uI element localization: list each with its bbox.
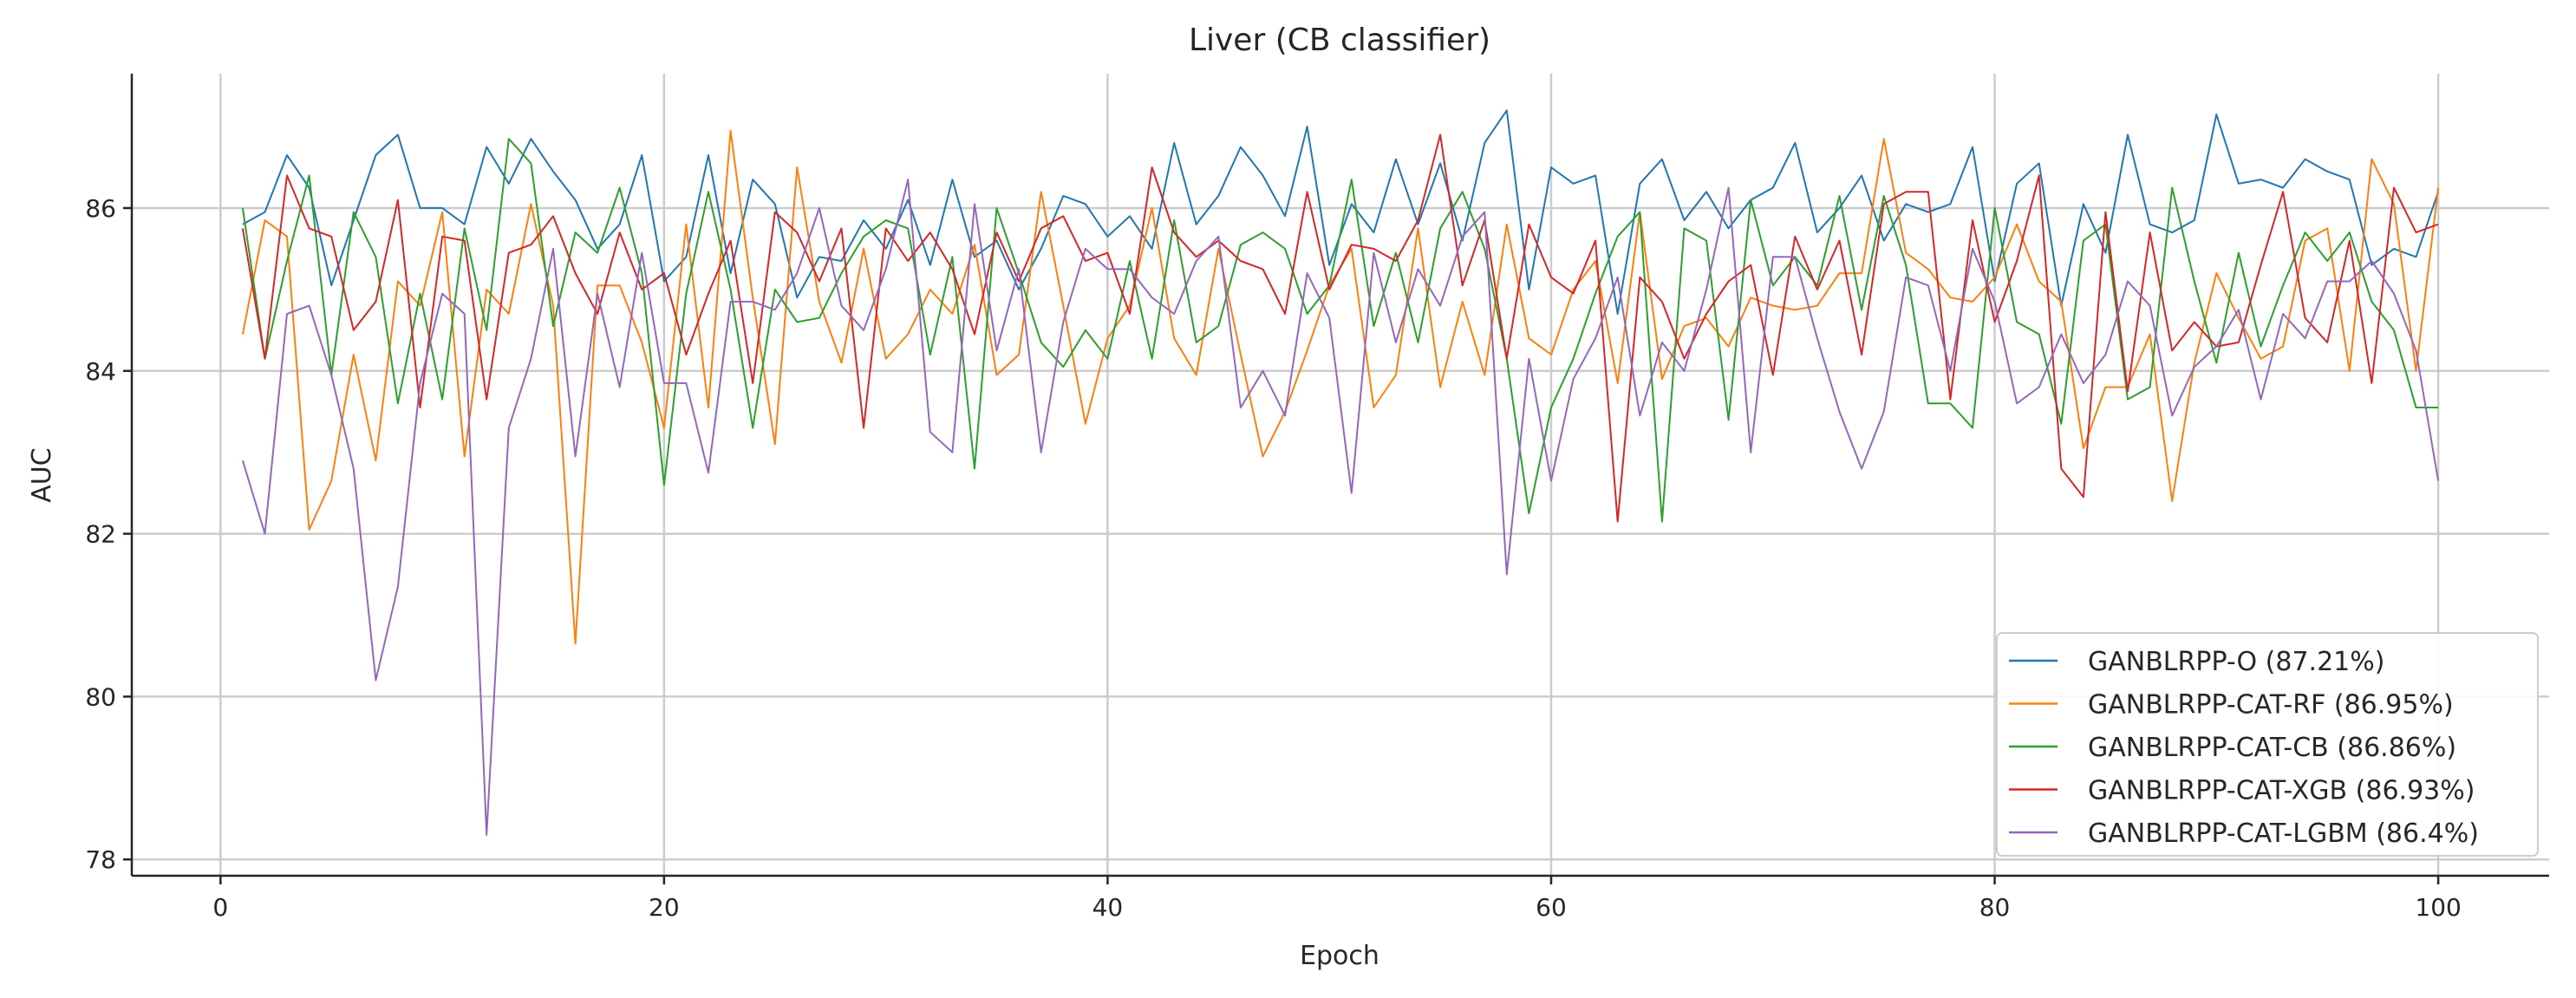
- x-tick-label: 60: [1536, 893, 1567, 922]
- legend-label: GANBLRPP-CAT-RF (86.95%): [2088, 690, 2454, 721]
- legend-label: GANBLRPP-CAT-LGBM (86.4%): [2088, 819, 2479, 849]
- series-line-4: [241, 134, 2439, 523]
- series-line-5: [241, 179, 2440, 836]
- x-tick-label: 100: [2415, 893, 2461, 922]
- series-line-3: [241, 138, 2439, 523]
- x-tick-label: 0: [212, 893, 228, 922]
- y-tick-label: 80: [85, 682, 116, 711]
- series-line-1: [242, 109, 2440, 315]
- chart-title: Liver (CB classifier): [1189, 23, 1490, 58]
- y-tick-label: 86: [85, 194, 116, 223]
- grid: [132, 74, 2549, 876]
- legend-label: GANBLRPP-CAT-XGB (86.93%): [2088, 776, 2475, 806]
- legend-label: GANBLRPP-CAT-CB (86.86%): [2088, 733, 2456, 763]
- ticks: 0 20 40 60 80 100 78 80 82 84 86: [85, 194, 2461, 922]
- legend: GANBLRPP-O (87.21%) GANBLRPP-CAT-RF (86.9…: [1996, 632, 2539, 857]
- y-axis-title: AUC: [27, 447, 57, 502]
- x-tick-label: 40: [1092, 893, 1124, 922]
- x-tick-label: 80: [1979, 893, 2011, 922]
- y-tick-label: 78: [85, 845, 116, 874]
- y-tick-label: 82: [85, 520, 116, 549]
- x-tick-label: 20: [649, 893, 680, 922]
- legend-box: [1996, 632, 2539, 857]
- y-tick-label: 84: [85, 357, 116, 386]
- x-axis-title: Epoch: [1300, 941, 1379, 971]
- series-layer: [241, 109, 2440, 836]
- legend-label: GANBLRPP-O (87.21%): [2088, 647, 2384, 677]
